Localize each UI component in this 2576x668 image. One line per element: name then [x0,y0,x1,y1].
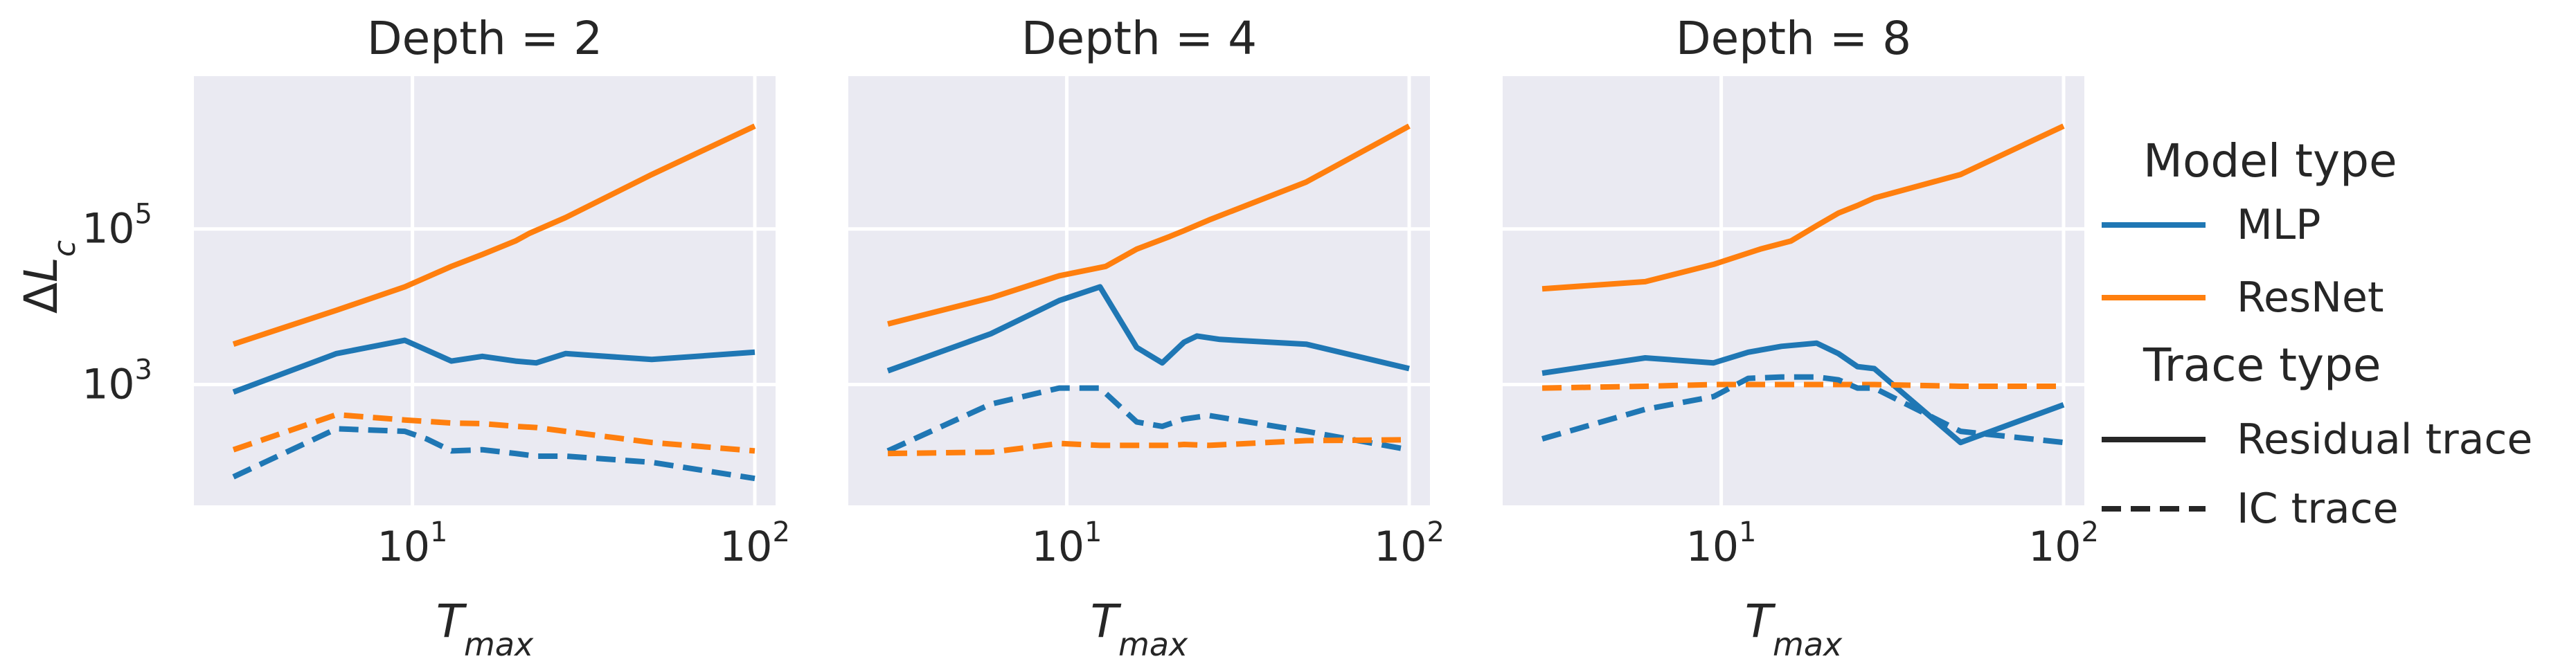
facet-title: Depth = 8 [1676,12,1911,65]
legend-label: IC trace [2237,485,2399,533]
panel-depth-1: Depth = 2 101 102 Tmax 103 105 [82,12,790,663]
y-tick-label: 103 [82,354,152,408]
chart-panels: Depth = 2 101 102 Tmax 103 105 Depth = 4 101 102… [82,12,2099,663]
panel-background [194,76,776,505]
series-line-mlp-ic [886,385,1410,454]
x-axis-label: Tmax [436,595,534,663]
x-tick-label: 102 [1374,516,1444,571]
legend-label: MLP [2237,201,2320,249]
legend-title-model: Model type [2143,134,2397,188]
panel-depth-3: Depth = 8 101 102 Tmax [1503,12,2099,663]
facet-title: Depth = 2 [367,12,602,65]
x-tick-label: 101 [377,516,448,571]
y-axis-label: ΔLc [15,240,82,314]
series-line-mlp-residual [232,337,755,395]
series-line-resnet-ic [1542,381,2064,391]
y-tick-label: 105 [82,199,152,253]
series-line-mlp-residual [886,284,1410,374]
series-line-mlp-ic [232,426,755,482]
legend-label: Residual trace [2237,415,2532,464]
legend-title-trace: Trace type [2143,338,2381,392]
x-tick-label: 101 [1686,516,1757,571]
facet-title: Depth = 4 [1021,12,1257,65]
x-tick-label: 102 [719,516,790,571]
series-line-resnet-residual [1541,123,2065,292]
series-line-resnet-ic [888,437,1410,457]
x-axis-label: Tmax [1091,595,1188,663]
x-axis-label: Tmax [1745,595,1843,663]
x-tick-label: 101 [1032,516,1102,571]
legend: Model type MLP ResNet Trace type Residual tr… [2102,134,2532,533]
legend-label: ResNet [2237,273,2384,322]
series-line-mlp-residual [1541,340,2065,446]
series-line-mlp-ic [1541,374,2064,446]
series-line-resnet-residual [232,123,756,347]
x-tick-label: 102 [2028,516,2099,571]
series-line-resnet-ic [232,412,755,454]
panel-background [1503,76,2084,505]
panel-background [848,76,1430,505]
series-line-resnet-residual [887,123,1411,327]
panel-depth-2: Depth = 4 101 102 Tmax [848,12,1444,663]
